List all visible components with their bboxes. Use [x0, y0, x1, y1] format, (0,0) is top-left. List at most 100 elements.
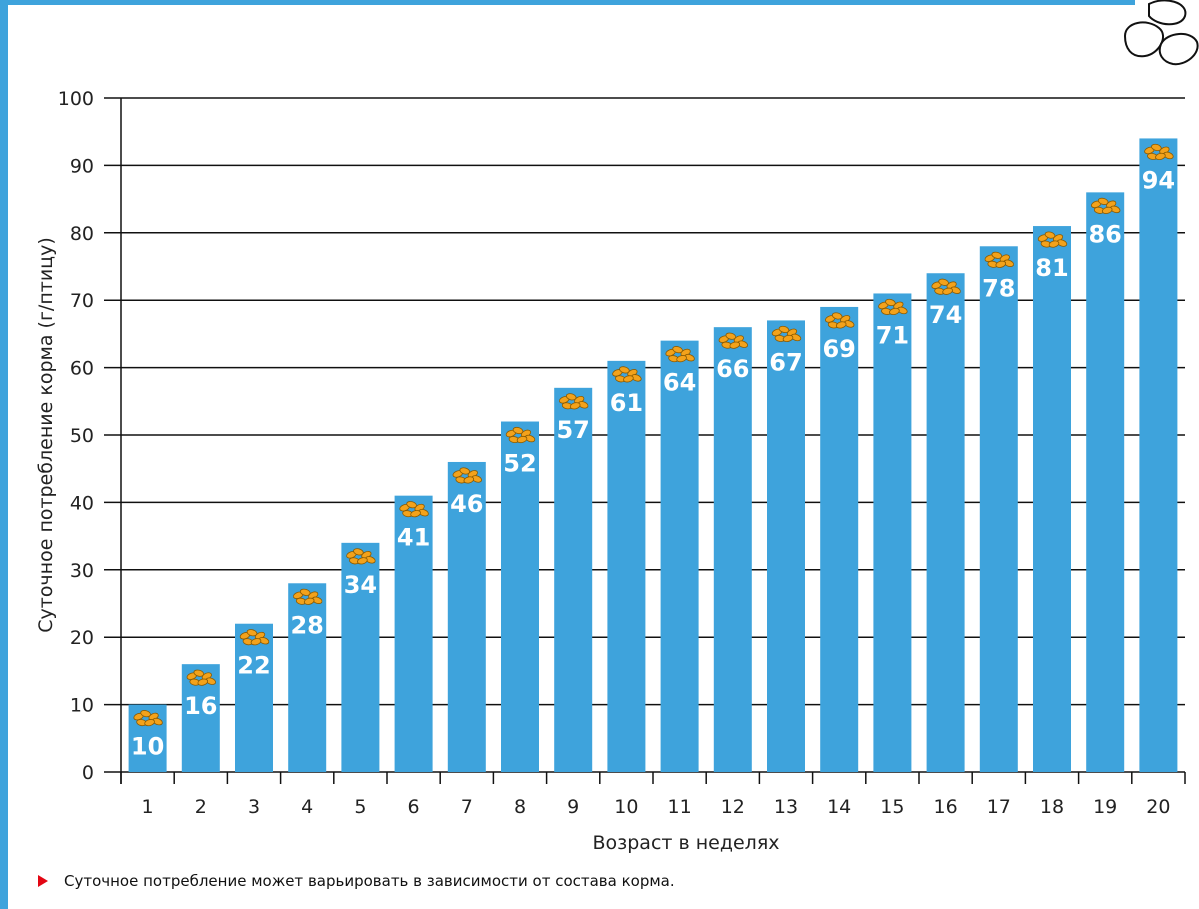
bar — [713, 327, 752, 772]
bar-group: 78 — [979, 246, 1018, 772]
bar-value-label: 78 — [982, 274, 1015, 302]
feed-grain-icon — [824, 312, 855, 329]
bar-value-label: 16 — [184, 692, 217, 720]
x-tick-label: 1 — [142, 796, 154, 818]
bar — [501, 421, 539, 772]
bar-value-label: 61 — [610, 389, 643, 417]
feed-grain-icon — [665, 346, 695, 363]
bar-value-label: 34 — [344, 571, 377, 599]
bar-value-label: 46 — [450, 490, 483, 518]
feed-grain-icon — [1144, 143, 1174, 161]
bar-group: 61 — [607, 360, 646, 772]
x-tick-label: 6 — [408, 796, 420, 818]
frame-left-border — [0, 0, 8, 909]
x-tick-label: 14 — [827, 796, 851, 818]
bar-value-label: 94 — [1142, 166, 1175, 194]
bar-group: 10 — [128, 704, 167, 772]
bar — [447, 461, 486, 772]
bar — [235, 623, 273, 772]
bar-group: 64 — [660, 340, 699, 772]
y-tick-label: 20 — [70, 627, 94, 649]
bar — [660, 340, 699, 772]
bar-group: 22 — [235, 623, 273, 772]
bar-value-label: 10 — [131, 733, 164, 761]
y-tick-label: 80 — [70, 223, 94, 245]
feed-grain-icon — [1037, 231, 1068, 248]
bar-group: 16 — [181, 664, 220, 772]
bar-value-label: 41 — [397, 524, 430, 552]
bar-group: 74 — [926, 273, 965, 772]
y-tick-label: 90 — [70, 155, 94, 177]
bar — [767, 320, 805, 772]
bar-value-label: 71 — [876, 321, 909, 349]
feed-grain-icon — [878, 298, 908, 316]
y-tick-label: 40 — [70, 492, 94, 514]
feed-grain-icon — [133, 710, 163, 727]
x-tick-label: 7 — [461, 796, 473, 818]
footnote: Суточное потребление может варьировать в… — [38, 872, 675, 890]
x-tick-label: 8 — [514, 796, 526, 818]
x-tick-label: 15 — [880, 796, 904, 818]
feed-grain-icon — [505, 426, 536, 444]
y-tick-label: 100 — [58, 88, 94, 110]
x-tick-label: 9 — [567, 796, 579, 818]
bar-group: 67 — [767, 320, 805, 772]
feed-grain-icon — [452, 467, 483, 484]
bar-group: 66 — [713, 327, 752, 772]
bar-group: 94 — [1139, 138, 1178, 772]
bar — [1033, 226, 1071, 772]
x-tick-label: 16 — [934, 796, 958, 818]
x-tick-label: 19 — [1093, 796, 1117, 818]
bar-group: 81 — [1033, 226, 1071, 772]
bar — [1086, 192, 1125, 773]
feed-grain-icon — [931, 278, 961, 295]
bar — [979, 246, 1018, 772]
bar — [288, 583, 327, 772]
y-axis-title: Суточное потребление корма (г/птицу) — [35, 237, 57, 633]
y-tick-label: 60 — [70, 358, 94, 380]
bar-group: 34 — [341, 542, 380, 772]
bar — [341, 542, 380, 772]
bar-value-label: 67 — [769, 348, 802, 376]
feed-grain-icon — [984, 251, 1015, 268]
feed-grain-icon — [718, 332, 749, 349]
bar-value-label: 57 — [556, 416, 589, 444]
feed-grain-icon — [1090, 197, 1121, 214]
y-tick-label: 30 — [70, 560, 94, 582]
bar — [873, 293, 912, 772]
bar — [926, 273, 965, 772]
y-tick-label: 0 — [82, 762, 94, 784]
feed-grain-icon — [186, 669, 217, 686]
y-tick-label: 50 — [70, 425, 94, 447]
y-tick-label: 70 — [70, 290, 94, 312]
feed-pellets-icon — [1123, 0, 1199, 66]
bar — [820, 306, 859, 772]
x-tick-label: 5 — [354, 796, 366, 818]
feed-grain-icon — [558, 393, 589, 410]
y-tick-label: 10 — [70, 695, 94, 717]
bar-value-label: 74 — [929, 301, 962, 329]
bar-value-label: 69 — [822, 335, 855, 363]
frame-top-border — [0, 0, 1135, 5]
bar-value-label: 22 — [237, 652, 270, 680]
feed-grain-icon — [399, 501, 429, 518]
x-tick-label: 12 — [721, 796, 745, 818]
bar — [1139, 138, 1178, 772]
feed-grain-icon — [292, 588, 323, 605]
x-tick-label: 3 — [248, 796, 260, 818]
bar-group: 86 — [1086, 192, 1125, 773]
x-tick-label: 17 — [987, 796, 1011, 818]
x-tick-label: 13 — [774, 796, 798, 818]
bar-value-label: 66 — [716, 355, 749, 383]
bar-group: 69 — [820, 306, 859, 772]
x-tick-label: 2 — [195, 796, 207, 818]
bar-value-label: 64 — [663, 369, 696, 397]
bar-value-label: 81 — [1035, 254, 1068, 282]
x-tick-label: 18 — [1040, 796, 1064, 818]
bar-group: 28 — [288, 583, 327, 772]
bar-value-label: 52 — [503, 450, 536, 478]
bar — [554, 387, 593, 772]
x-tick-label: 11 — [668, 796, 692, 818]
feed-grain-icon — [239, 629, 270, 646]
